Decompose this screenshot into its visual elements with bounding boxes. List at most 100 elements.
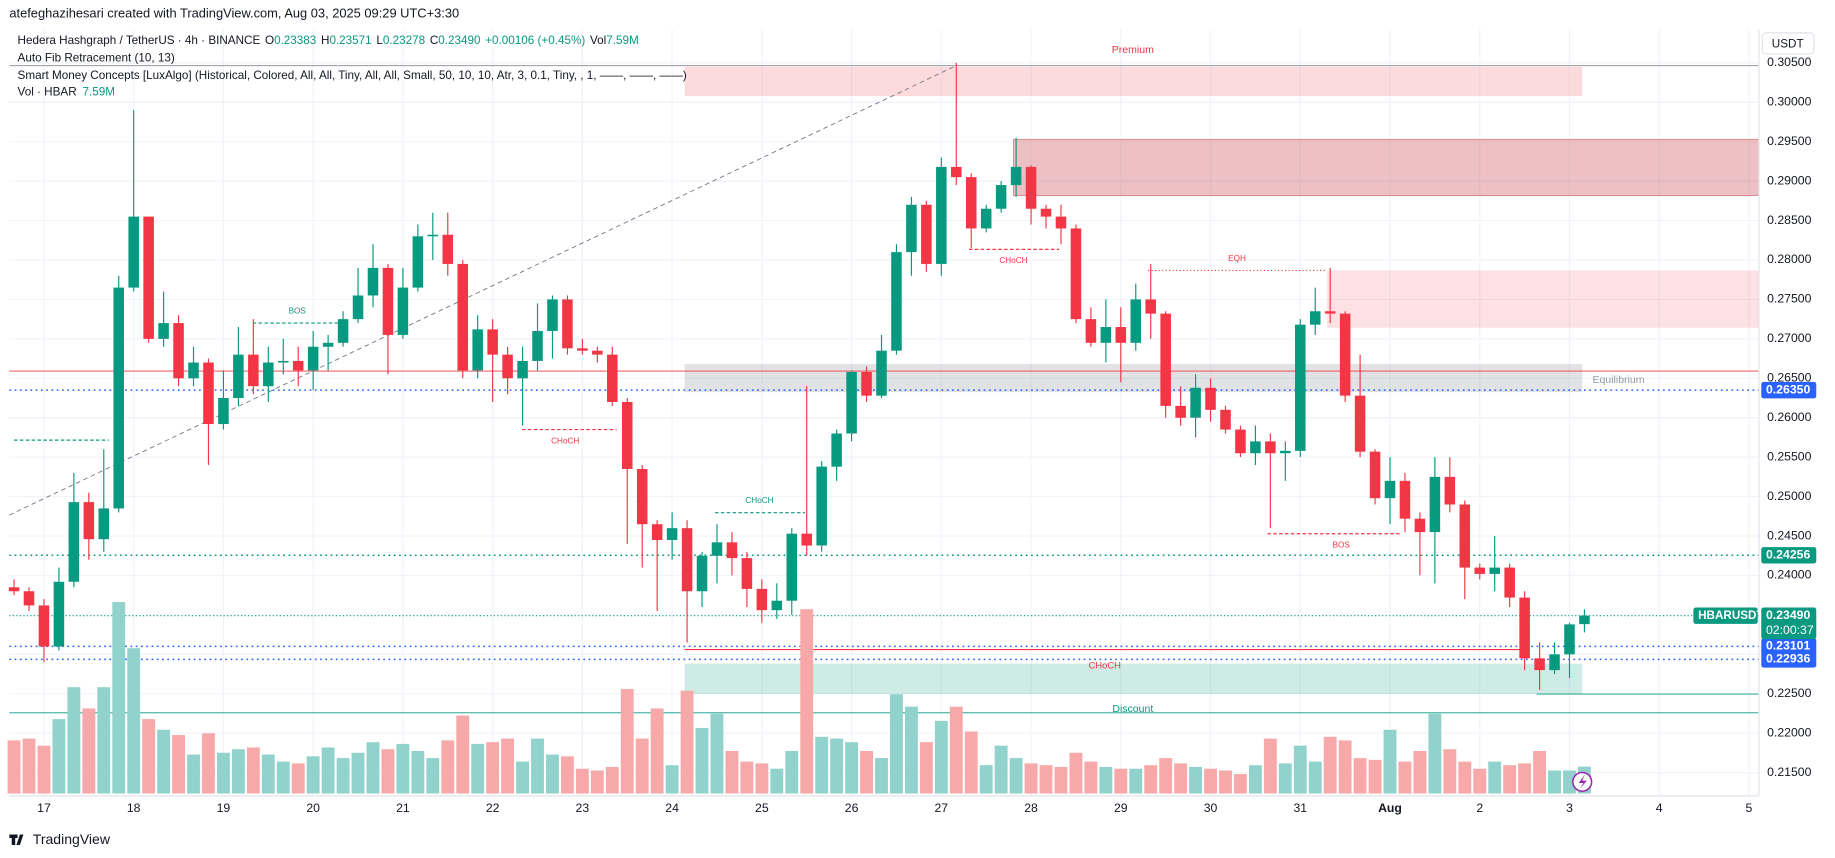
x-tick-label: 20	[306, 801, 320, 815]
volume-bar	[875, 758, 888, 794]
volume-bar	[261, 754, 275, 794]
candle-body	[83, 502, 95, 540]
volume-bar	[336, 758, 350, 794]
volume-bar	[635, 738, 649, 794]
series-tag	[1693, 607, 1758, 624]
candle-body	[592, 350, 603, 355]
candle-body	[1429, 476, 1441, 533]
candle-body	[158, 323, 169, 339]
volume-bar	[979, 765, 993, 794]
volume-bar	[1024, 763, 1038, 794]
volume	[7, 602, 1591, 794]
volume-bar	[1039, 765, 1053, 794]
candle-body	[1070, 228, 1082, 320]
volume-bar	[501, 738, 515, 794]
y-tick-label: 0.21500	[1767, 765, 1812, 779]
currency-button[interactable]	[1761, 32, 1815, 55]
indicator[interactable]: Auto Fib Retracement (10, 13)	[18, 52, 175, 65]
candle-body	[846, 371, 857, 434]
candle-body	[666, 528, 678, 540]
candle-body	[517, 360, 528, 379]
candle-body	[681, 528, 693, 592]
candle-body	[1534, 658, 1545, 671]
volume-bar	[1308, 761, 1322, 794]
candle-body	[203, 362, 214, 425]
candle-body	[1295, 324, 1306, 451]
volume-bar	[1353, 758, 1367, 794]
y-tick-label: 0.24000	[1767, 568, 1812, 582]
volume-bar	[246, 747, 260, 794]
volume-bar	[1443, 749, 1457, 794]
volume-bar	[112, 602, 126, 794]
zone-label: Discount	[1112, 703, 1153, 715]
candle-body	[921, 204, 932, 264]
candle-body	[1384, 480, 1396, 499]
price-tag	[1761, 638, 1817, 655]
indicator[interactable]: Vol · HBAR 7.59M	[18, 86, 115, 99]
candle-body	[442, 234, 454, 264]
x-tick-label: 25	[755, 801, 769, 815]
candle-body	[1414, 518, 1426, 533]
order-block	[1012, 138, 1760, 196]
candle-body	[263, 362, 274, 387]
volume-bar	[1234, 774, 1247, 794]
volume-bar	[1338, 740, 1352, 794]
x-tick-label: 23	[576, 801, 590, 815]
volume-bar	[1054, 766, 1068, 794]
volume-bar	[845, 742, 859, 794]
volume-bar	[860, 750, 873, 794]
candle-body	[1519, 597, 1530, 659]
volume-bar	[1503, 765, 1517, 794]
volume-bar	[1204, 768, 1217, 794]
candle-body	[1309, 311, 1321, 325]
volume-bar	[1428, 713, 1442, 794]
equilibrium-zone	[684, 364, 1583, 393]
y-tick-label: 0.29000	[1767, 173, 1812, 187]
x-tick-label: 18	[127, 801, 141, 815]
volume-bar	[1248, 765, 1262, 794]
y-tick-label: 0.28500	[1767, 213, 1812, 227]
candle-body	[1339, 313, 1351, 396]
legend-label: H	[321, 34, 329, 47]
legend-label: L	[376, 34, 383, 47]
candle-body	[128, 216, 139, 288]
candle-body	[980, 208, 992, 229]
candle-body	[607, 354, 618, 402]
x-tick-label: 29	[1114, 801, 1128, 815]
volume-bar	[1069, 752, 1083, 794]
volume-bar	[1293, 745, 1307, 794]
candle-body	[188, 362, 199, 379]
grid	[9, 29, 1759, 796]
candle-body	[1399, 480, 1411, 519]
candle-body	[965, 177, 977, 229]
x-tick-label: 17	[37, 801, 51, 815]
volume-bar	[1368, 759, 1382, 794]
candle-body	[322, 342, 334, 347]
x-tick-label: 3	[1566, 801, 1573, 815]
volume-bar	[590, 770, 604, 794]
price-tag	[1761, 547, 1817, 564]
volume-value: 7.59M	[83, 86, 115, 99]
indicator[interactable]: Smart Money Concepts [LuxAlgo] (Historic…	[18, 69, 687, 82]
candle-body	[277, 360, 289, 363]
candle-body	[248, 354, 259, 387]
candle-body	[1489, 567, 1500, 574]
candles	[8, 62, 1590, 690]
volume-bar	[172, 735, 185, 794]
volume-bar	[994, 745, 1008, 794]
volume-bar	[291, 763, 305, 794]
candle-body	[53, 581, 65, 647]
volume-bar	[919, 742, 933, 794]
volume-bar	[471, 743, 485, 794]
candle-body	[876, 350, 887, 396]
candle-body	[143, 216, 154, 339]
candle-body	[1205, 387, 1216, 410]
candle-body	[951, 166, 962, 178]
volume-bar	[830, 738, 844, 794]
candle-body	[621, 401, 633, 469]
structure-label: CHoCH	[745, 496, 773, 505]
premium-zone	[684, 66, 1583, 97]
volume-bar	[904, 706, 918, 794]
volume-bar	[1323, 736, 1337, 794]
